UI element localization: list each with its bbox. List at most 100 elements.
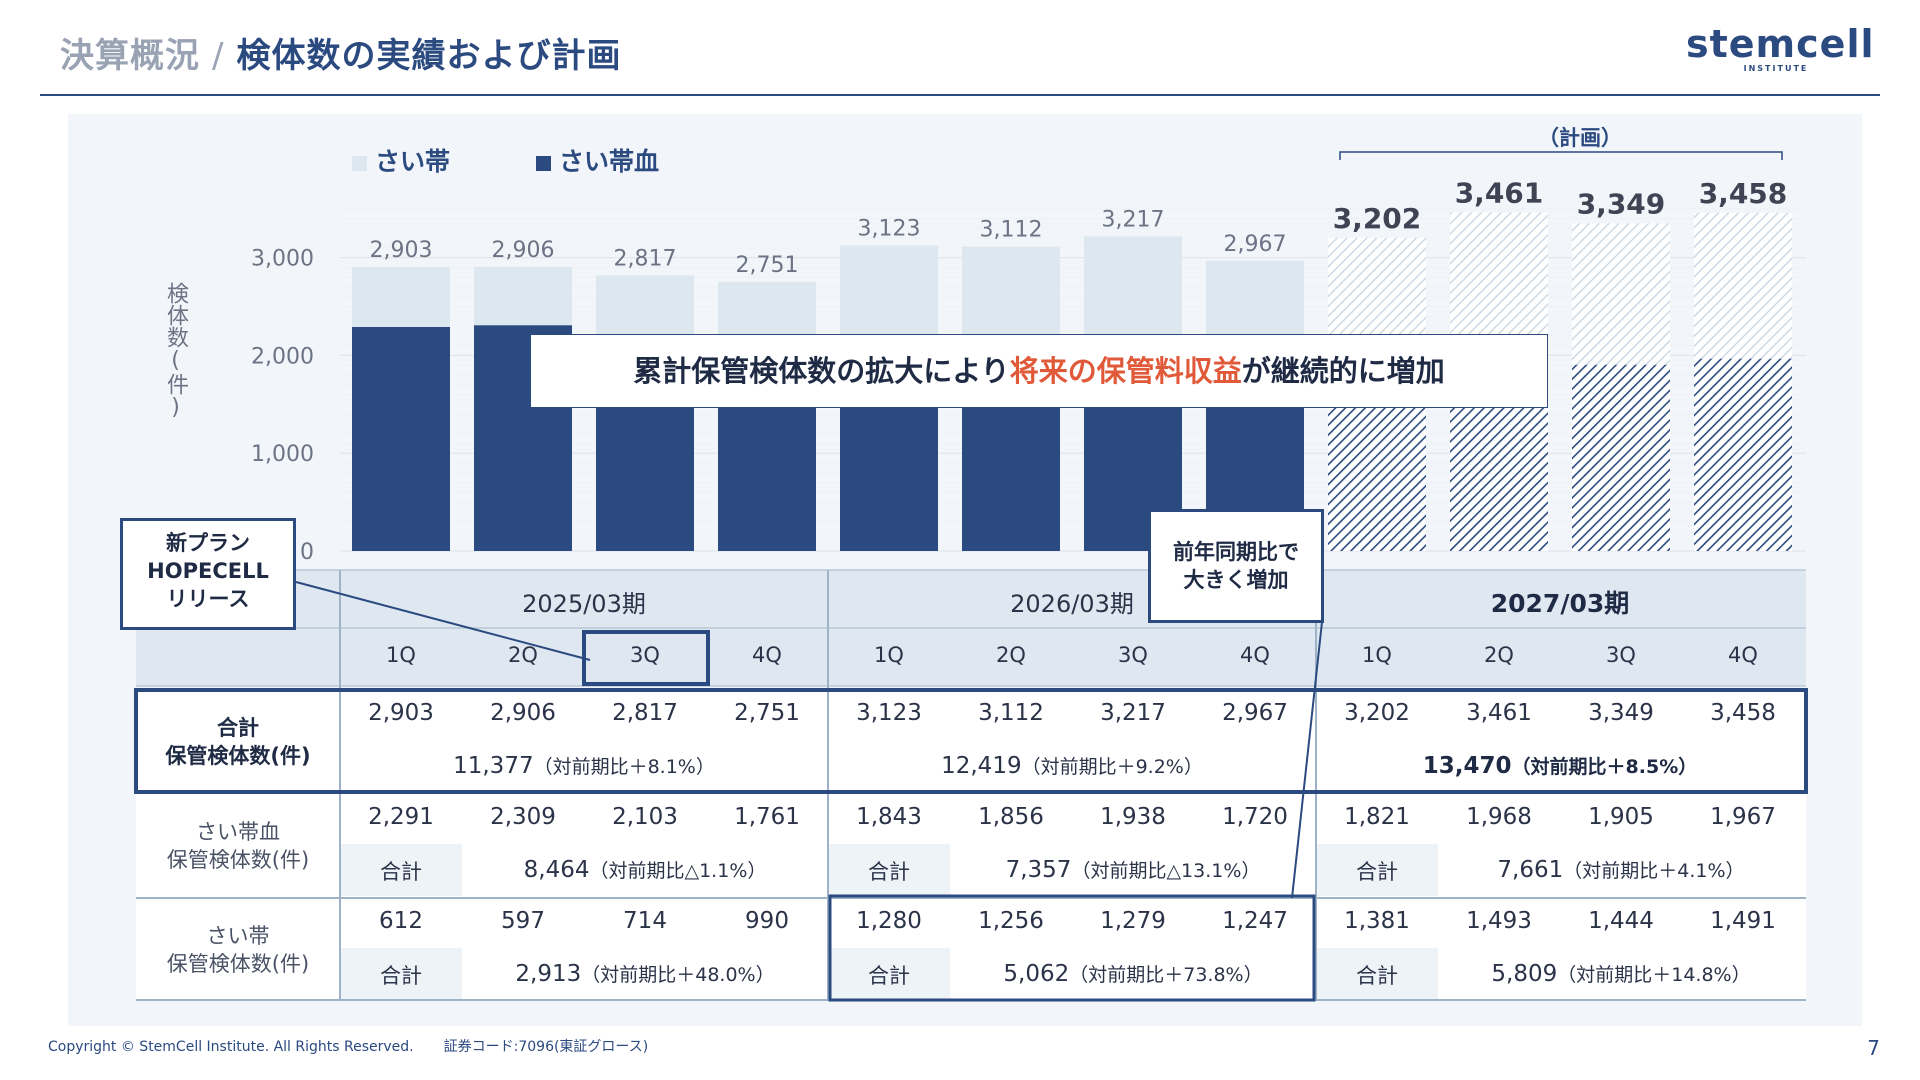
period-total-yoy: （対前期比＋4.1%） [1563, 860, 1745, 882]
subtotal-label-cell [340, 948, 462, 1000]
total-data-label: 2,817 [614, 246, 677, 271]
total-data-label: 2,906 [492, 238, 555, 263]
row-label-line: 保管検体数(件) [166, 848, 310, 872]
subtotal-label: 合計 [868, 860, 910, 884]
row-label-line: 保管検体数(件) [165, 744, 311, 768]
stemcell-logo: stemcell INSTITUTE [1686, 22, 1875, 74]
period-total-value: 2,913 [515, 961, 582, 987]
plan-bracket [1339, 151, 1783, 160]
footer: Copyright © StemCell Institute. All Righ… [48, 1036, 648, 1056]
table-cell-value: 1,280 [856, 908, 922, 934]
table-cell-value: 597 [501, 908, 545, 934]
period-total-value: 7,357 [1005, 857, 1072, 883]
bar-cord-blood [1572, 364, 1670, 551]
table-cell-value: 3,112 [978, 700, 1044, 726]
breadcrumb: 決算概況 [60, 36, 200, 76]
bar-umbilical-cord [596, 275, 694, 346]
period-header: 2026/03期 [1010, 590, 1134, 618]
legend-swatch-light [352, 155, 367, 171]
y-axis-title: 検体数(件) [163, 282, 188, 420]
table-cell-value: 1,256 [978, 908, 1044, 934]
table-cell-value: 1,968 [1466, 804, 1532, 830]
period-total-yoy: （対前期比△1.1%） [589, 860, 767, 882]
table-cell-value: 1,491 [1710, 908, 1776, 934]
logo-wordmark: stemcell [1686, 22, 1875, 66]
table-cell-value: 1,821 [1344, 804, 1410, 830]
quarter-header: 1Q [386, 643, 416, 667]
table-cell-value: 2,903 [368, 700, 434, 726]
total-data-label: 3,202 [1333, 202, 1422, 235]
bar-umbilical-cord [1572, 223, 1670, 365]
copyright: Copyright © StemCell Institute. All Righ… [48, 1039, 414, 1055]
quarter-header: 3Q [1606, 643, 1636, 667]
table-cell-value: 3,461 [1466, 700, 1532, 726]
period-total: 5,809（対前期比＋14.8%） [1438, 960, 1804, 987]
period-total-yoy: （対前期比＋73.8%） [1069, 964, 1263, 986]
quarter-header: 4Q [1728, 643, 1758, 667]
row-label-line: さい帯 [206, 924, 270, 948]
note-yoy-growth: 前年同期比で 大きく増加 [1148, 509, 1324, 623]
subtotal-label: 合計 [380, 860, 422, 884]
legend-umbilical-cord: さい帯 [352, 142, 450, 178]
period-header-band [136, 570, 1806, 628]
table-cell-value: 2,751 [734, 700, 800, 726]
note-line: 大きく増加 [1183, 568, 1289, 592]
period-header: 2025/03期 [522, 590, 646, 618]
subtotal-label: 合計 [868, 964, 910, 988]
table-cell-value: 2,967 [1222, 700, 1288, 726]
bar-umbilical-cord [1694, 212, 1792, 359]
data-band [340, 688, 1806, 1000]
period-total-yoy: （対前期比＋9.2%） [1021, 756, 1203, 778]
table-cell-value: 1,761 [734, 804, 800, 830]
total-data-label: 2,751 [736, 253, 799, 278]
subtotal-label: 合計 [1356, 964, 1398, 988]
subtotal-label-cell [828, 844, 950, 896]
subtotal-label: 合計 [380, 964, 422, 988]
subtotal-label-cell [1316, 948, 1438, 1000]
row-label-band [136, 688, 340, 1000]
period-total-value: 13,470 [1422, 753, 1512, 779]
row-label-line: 保管検体数(件) [166, 952, 310, 976]
period-total: 2,913（対前期比＋48.0%） [462, 960, 828, 987]
connector-hopecell [295, 581, 591, 661]
table-cell-value: 1,967 [1710, 804, 1776, 830]
total-data-label: 3,458 [1699, 177, 1788, 210]
period-total-value: 7,661 [1497, 857, 1564, 883]
y-tick-label: 2,000 [251, 344, 314, 369]
quarter-header: 3Q [630, 643, 660, 667]
header-divider [40, 94, 1880, 96]
period-total-value: 11,377 [453, 753, 534, 779]
period-total: 13,470（対前期比＋8.5%） [1316, 752, 1804, 779]
table-cell-value: 3,217 [1100, 700, 1166, 726]
total-data-label: 3,123 [858, 217, 921, 242]
table-cell-value: 1,381 [1344, 908, 1410, 934]
table-cell-value: 612 [379, 908, 423, 934]
table-cell-value: 1,856 [978, 804, 1044, 830]
quarter-header-band [136, 628, 1806, 686]
connector-growth [1291, 621, 1323, 899]
period-total: 8,464（対前期比△1.1%） [462, 856, 828, 883]
row-label: さい帯血 保管検体数(件) [136, 818, 340, 874]
quarter-header: 1Q [874, 643, 904, 667]
table-cell-value: 2,291 [368, 804, 434, 830]
period-total: 11,377（対前期比＋8.1%） [340, 752, 828, 779]
subtotal-label-cell [340, 844, 462, 896]
row-label: さい帯保管検体数(件) [136, 922, 340, 978]
table-cell-value: 3,123 [856, 700, 922, 726]
period-total: 7,357（対前期比△13.1%） [950, 856, 1316, 883]
table-cell-value: 1,279 [1100, 908, 1166, 934]
table-cell-value: 714 [623, 908, 667, 934]
bar-cord-blood [352, 326, 450, 551]
total-data-label: 2,903 [370, 238, 433, 263]
total-row-highlight [134, 688, 1808, 794]
period-total: 7,661（対前期比＋4.1%） [1438, 856, 1804, 883]
quarter-header: 2Q [996, 643, 1026, 667]
table-cell-value: 3,202 [1344, 700, 1410, 726]
period-total-yoy: （対前期比＋48.0%） [581, 964, 775, 986]
legend-cord-blood: さい帯血 [536, 142, 659, 178]
period-total-value: 5,062 [1003, 961, 1070, 987]
note-line: 前年同期比で [1173, 540, 1299, 564]
table-cell-value: 1,938 [1100, 804, 1166, 830]
period-total-yoy: （対前期比△13.1%） [1071, 860, 1261, 882]
callout-highlight: 将来の保管料収益 [1009, 354, 1242, 388]
